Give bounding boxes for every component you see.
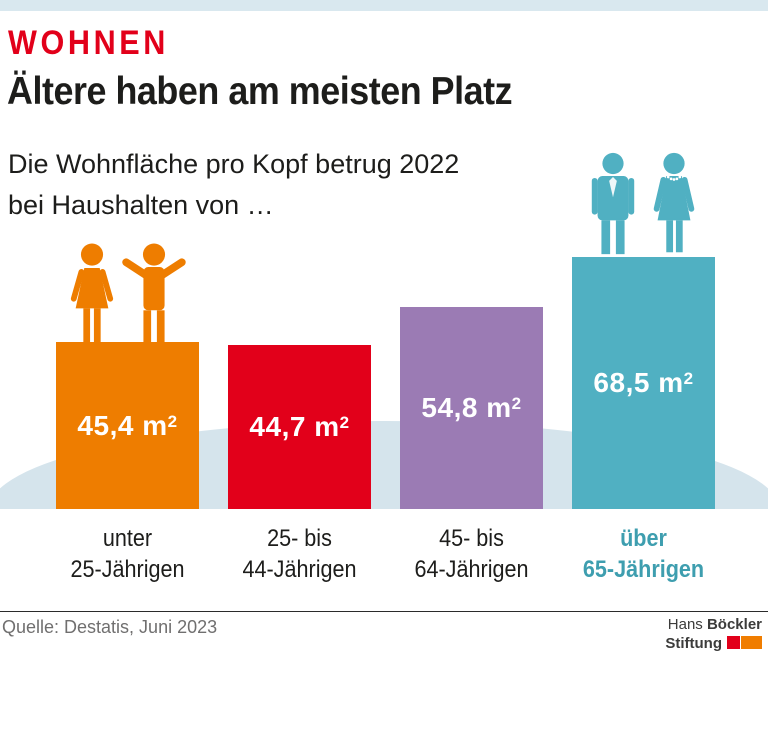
bar-under-25: 45,4 m2 [56,342,199,509]
bar-columns: 45,4 m2 44,7 m2 54,8 m2 [56,0,715,509]
source-note: Quelle: Destatis, Juni 2023 [2,617,218,637]
necklace-woman-icon [653,152,694,253]
category-labels: unter 25-Jährigen 25- bis 44-Jährigen 45… [56,523,715,585]
subtitle-line-1: Die Wohnfläche pro Kopf betrug 2022 [8,149,460,179]
category-label-over-65: über 65-Jährigen [582,525,705,583]
bar-column-over-65: 68,5 m2 [572,0,715,509]
bar-value-45-64: 54,8 m2 [421,392,522,423]
suit-man-icon [591,152,634,255]
kicker: WOHNEN [8,24,170,62]
top-accent-bar [0,0,768,11]
bar-column-under-25: 45,4 m2 [56,0,199,509]
bar-over-65: 68,5 m2 [572,257,715,509]
bar-25-44: 44,7 m2 [228,345,371,509]
footer-divider [0,611,768,612]
shrugging-man-icon [121,243,186,343]
hans-boeckler-stiftung-logo: Hans Böckler Stiftung [665,615,762,654]
logo-line-2: Stiftung [665,634,762,654]
category-label-under-25: unter 25-Jährigen [70,525,185,583]
category-label-45-64: 45- bis 64-Jährigen [414,525,529,583]
subtitle-line-2: bei Haushalten von … [8,190,274,220]
logo-line-1: Hans Böckler [667,616,762,633]
page-title: Ältere haben am meisten Platz [7,70,513,113]
logo-mark-icon [727,635,762,654]
bar-column-25-44: 44,7 m2 [228,0,371,509]
category-label-25-44: 25- bis 44-Jährigen [242,525,357,583]
bar-value-25-44: 44,7 m2 [249,411,350,442]
bar-chart: 45,4 m2 44,7 m2 54,8 m2 [0,0,768,509]
young-couple-pictogram [66,243,190,343]
chart-subtitle: Die Wohnfläche pro Kopf betrug 2022 bei … [8,144,459,226]
bar-column-45-64: 54,8 m2 [400,0,543,509]
bar-value-under-25: 45,4 m2 [77,409,178,441]
senior-couple-pictogram [586,150,702,258]
bar-45-64: 54,8 m2 [400,307,543,509]
bar-value-over-65: 68,5 m2 [593,367,694,398]
woman-icon [70,243,113,343]
